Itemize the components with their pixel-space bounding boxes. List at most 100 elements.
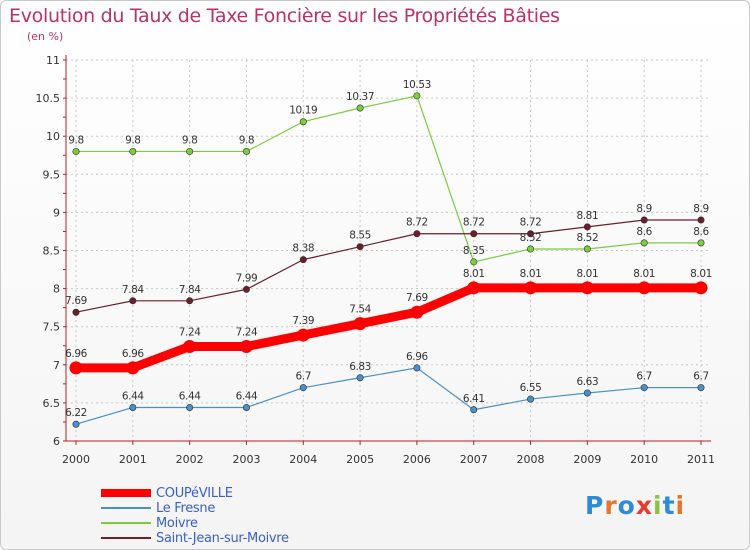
data-label: 7.24 bbox=[236, 327, 258, 339]
data-label: 8.52 bbox=[576, 232, 598, 244]
data-point bbox=[186, 147, 194, 155]
y-tick-label: 6.5 bbox=[43, 397, 61, 410]
legend-swatch bbox=[101, 489, 151, 497]
data-point bbox=[527, 395, 535, 403]
legend-swatch bbox=[101, 537, 151, 539]
x-tick-label: 2005 bbox=[346, 453, 374, 466]
data-label: 6.22 bbox=[65, 407, 87, 419]
chart-subtitle: (en %) bbox=[27, 30, 64, 43]
data-label: 8.55 bbox=[349, 230, 371, 242]
data-label: 8.9 bbox=[693, 203, 709, 215]
data-label: 7.69 bbox=[406, 292, 428, 304]
x-tick-label: 2001 bbox=[119, 453, 147, 466]
data-point bbox=[640, 384, 648, 392]
data-point bbox=[470, 406, 478, 414]
y-tick-label: 8 bbox=[53, 283, 60, 296]
legend-label: Moivre bbox=[156, 516, 198, 531]
legend-swatch bbox=[101, 507, 151, 509]
data-label: 10.19 bbox=[289, 105, 317, 117]
data-point bbox=[242, 403, 250, 411]
proxiti-logo: Proxiti bbox=[585, 491, 686, 520]
series-line bbox=[75, 95, 702, 263]
series-3 bbox=[72, 216, 705, 316]
data-point bbox=[186, 403, 194, 411]
data-point bbox=[413, 92, 421, 100]
legend-label: Le Fresne bbox=[156, 501, 216, 516]
series-1 bbox=[72, 364, 705, 428]
data-point bbox=[129, 297, 137, 305]
data-label: 7.69 bbox=[65, 295, 87, 307]
x-tick-label: 2008 bbox=[517, 453, 545, 466]
data-label: 7.24 bbox=[179, 327, 201, 339]
data-label: 7.54 bbox=[349, 304, 371, 316]
data-label: 10.37 bbox=[346, 91, 374, 103]
data-point bbox=[467, 281, 481, 295]
data-point bbox=[583, 223, 591, 231]
x-tick-label: 2007 bbox=[460, 453, 488, 466]
data-label: 8.01 bbox=[520, 268, 542, 280]
data-point bbox=[296, 328, 310, 342]
data-label: 8.52 bbox=[520, 232, 542, 244]
y-tick-label: 8.5 bbox=[43, 245, 61, 258]
x-tick-label: 2002 bbox=[176, 453, 204, 466]
x-tick-label: 2009 bbox=[573, 453, 601, 466]
data-point bbox=[356, 374, 364, 382]
y-tick-label: 10.5 bbox=[36, 92, 61, 105]
gridlines bbox=[66, 59, 711, 442]
data-label: 8.01 bbox=[576, 268, 598, 280]
data-point bbox=[72, 308, 80, 316]
x-tick-label: 2003 bbox=[232, 453, 260, 466]
data-label: 6.96 bbox=[65, 348, 87, 360]
data-label: 7.39 bbox=[292, 315, 314, 327]
data-point bbox=[640, 216, 648, 224]
data-label: 7.84 bbox=[179, 284, 201, 296]
legend-label: COUPéVILLE bbox=[156, 486, 233, 501]
data-point bbox=[72, 147, 80, 155]
data-label: 8.38 bbox=[292, 243, 314, 255]
data-point bbox=[356, 243, 364, 251]
data-point bbox=[524, 281, 538, 295]
data-label: 8.72 bbox=[463, 217, 485, 229]
series-line bbox=[75, 219, 702, 313]
y-tick-label: 9 bbox=[53, 206, 60, 219]
data-point bbox=[129, 147, 137, 155]
data-point bbox=[299, 118, 307, 126]
data-label: 6.44 bbox=[122, 390, 144, 402]
data-point bbox=[637, 281, 651, 295]
data-label: 8.6 bbox=[693, 226, 709, 238]
data-label: 6.44 bbox=[179, 390, 201, 402]
data-label: 8.72 bbox=[520, 217, 542, 229]
x-tick-label: 2006 bbox=[403, 453, 431, 466]
data-label: 6.7 bbox=[693, 371, 709, 383]
data-label: 8.72 bbox=[406, 217, 428, 229]
data-label: 6.83 bbox=[349, 361, 371, 373]
data-label: 9.8 bbox=[125, 134, 141, 146]
data-point bbox=[129, 403, 137, 411]
data-point bbox=[527, 245, 535, 253]
data-point bbox=[242, 285, 250, 293]
data-label: 6.44 bbox=[236, 390, 258, 402]
y-tick-label: 7 bbox=[53, 359, 60, 372]
data-point bbox=[299, 256, 307, 264]
data-label: 7.99 bbox=[236, 272, 258, 284]
data-label: 6.41 bbox=[463, 393, 485, 405]
data-label: 8.01 bbox=[690, 268, 712, 280]
data-label: 9.8 bbox=[182, 134, 198, 146]
data-label: 9.8 bbox=[239, 134, 255, 146]
data-label: 6.55 bbox=[520, 382, 542, 394]
chart-title: Evolution du Taux de Taxe Foncière sur l… bbox=[9, 5, 560, 27]
data-point bbox=[583, 245, 591, 253]
data-point bbox=[527, 230, 535, 238]
data-label: 6.63 bbox=[576, 376, 598, 388]
y-tick-label: 7.5 bbox=[43, 321, 61, 334]
series-0 bbox=[69, 281, 708, 375]
data-label: 8.9 bbox=[636, 203, 652, 215]
legend-label: Saint-Jean-sur-Moivre bbox=[156, 531, 289, 546]
data-point bbox=[69, 361, 83, 375]
x-tick-label: 2004 bbox=[289, 453, 317, 466]
data-label: 8.6 bbox=[636, 226, 652, 238]
data-point bbox=[640, 239, 648, 247]
x-tick-label: 2010 bbox=[630, 453, 658, 466]
